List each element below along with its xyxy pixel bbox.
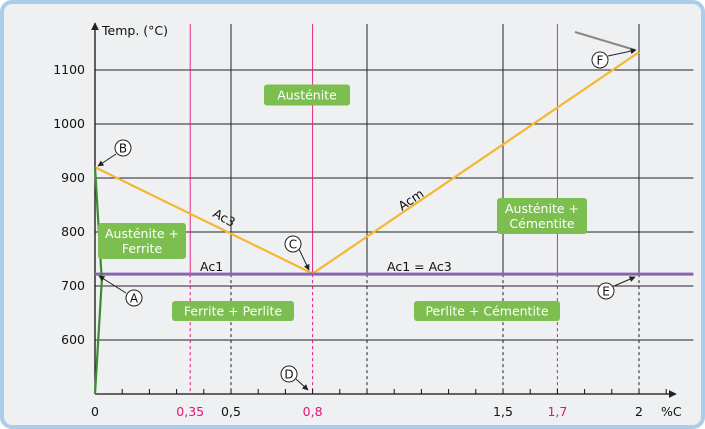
point-marker-arrow xyxy=(98,275,127,294)
region-label-box xyxy=(172,301,294,321)
point-marker-letter: C xyxy=(289,237,297,251)
curve-label: Acm xyxy=(395,186,426,214)
x-tick-label: 1,5 xyxy=(493,404,513,419)
point-marker-arrow xyxy=(97,153,117,167)
curve-label: Ac1 = Ac3 xyxy=(387,259,452,274)
region-label-box xyxy=(414,301,560,321)
region-label-box xyxy=(264,84,350,106)
region-label-text: Ferrite + Perlite xyxy=(184,304,283,319)
y-tick-label: 900 xyxy=(61,170,85,185)
phase-diagram: 0 0,35 0,5 0,8 1,5 1,7 2 600 700 800 900 1000 1100 Te… xyxy=(53,22,694,419)
region-label-text: Austénite xyxy=(277,88,337,103)
x-tick-label: 0,35 xyxy=(176,404,204,419)
region-label-box xyxy=(497,198,587,234)
x-tick-label: 2 xyxy=(635,404,643,419)
point-marker-circle xyxy=(114,139,132,157)
region-label-text: Perlite + Cémentite xyxy=(425,304,548,319)
y-tick-label: 700 xyxy=(61,278,85,293)
point-marker-circle xyxy=(597,282,615,300)
x-axis-title: %C xyxy=(661,404,682,419)
point-marker-circle xyxy=(280,365,298,383)
y-tick-label: 1100 xyxy=(53,62,85,77)
point-marker-letter: A xyxy=(130,291,139,305)
x-tick-label: 0 xyxy=(91,404,99,419)
y-axis-title: Temp. (°C) xyxy=(101,23,168,38)
point-marker-letter: D xyxy=(284,367,293,381)
point-marker-letter: E xyxy=(602,284,610,298)
region-label-box xyxy=(98,223,186,259)
point-marker-arrow xyxy=(298,248,310,271)
solidus-curve xyxy=(93,167,103,395)
point-marker-circle xyxy=(284,235,302,253)
y-tick-label: 800 xyxy=(61,224,85,239)
point-marker-letter: F xyxy=(597,53,604,67)
acm-line xyxy=(311,51,640,275)
y-tick-label: 600 xyxy=(61,332,85,347)
x-tick-label: 0,8 xyxy=(303,404,323,419)
x-tick-label: 0,5 xyxy=(221,404,241,419)
region-label-text: Cémentite xyxy=(509,216,574,231)
region-label-text: Austénite + xyxy=(505,201,579,216)
top-right-segment xyxy=(574,31,636,51)
point-marker-circle xyxy=(125,289,143,307)
point-marker-letter: B xyxy=(119,141,127,155)
ac3-line xyxy=(94,166,314,275)
point-marker-arrow xyxy=(607,48,637,57)
point-marker-arrow xyxy=(295,378,309,391)
point-marker-circle xyxy=(591,51,609,69)
point-marker-arrow xyxy=(613,276,636,287)
y-tick-label: 1000 xyxy=(53,116,85,131)
x-tick-label: 1,7 xyxy=(547,404,567,419)
curve-label: Ac1 xyxy=(200,259,223,274)
region-label-text: Austénite + xyxy=(105,226,179,241)
region-label-text: Ferrite xyxy=(122,241,163,256)
